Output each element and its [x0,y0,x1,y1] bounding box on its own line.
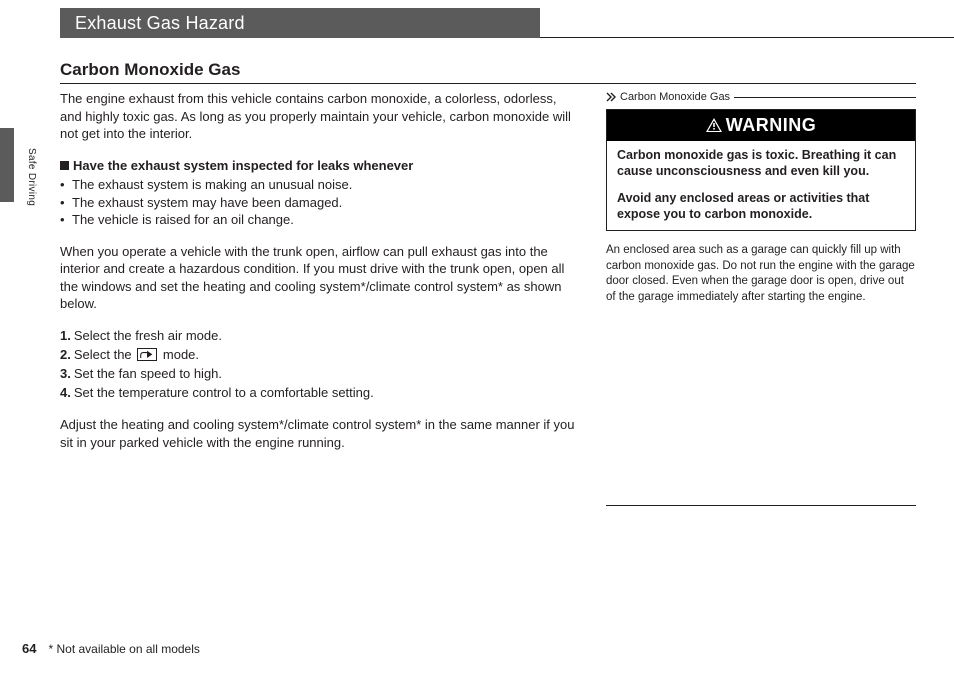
intro-paragraph: The engine exhaust from this vehicle con… [60,90,578,143]
vent-mode-icon [137,348,157,361]
reference-icon [606,92,616,102]
inspect-bullet-list: The exhaust system is making an unusual … [60,176,578,229]
list-item: The vehicle is raised for an oil change. [60,211,578,229]
chapter-banner: Exhaust Gas Hazard [60,8,540,38]
closing-paragraph: Adjust the heating and cooling system*/c… [60,416,578,451]
section-title: Carbon Monoxide Gas [60,60,916,84]
warning-title: WARNING [726,113,817,137]
list-item: The exhaust system is making an unusual … [60,176,578,194]
step-text: Select the [74,347,135,362]
banner-row: Exhaust Gas Hazard [0,8,954,42]
footnote: * Not available on all models [48,642,199,656]
content-area: Carbon Monoxide Gas The engine exhaust f… [60,60,916,674]
square-bullet-icon [60,161,69,170]
reference-header: Carbon Monoxide Gas [606,90,916,105]
banner-rule [540,37,954,38]
page-number: 64 [22,641,36,656]
side-section-label: Safe Driving [26,148,37,206]
procedure-steps: 1.Select the fresh air mode. 2.Select th… [60,327,578,402]
list-item: The exhaust system may have been damaged… [60,194,578,212]
side-tab [0,128,14,202]
warning-header: WARNING [607,110,915,141]
side-column: Carbon Monoxide Gas WARNING Carbon monox… [606,90,916,506]
subhead-text: Have the exhaust system inspected for le… [73,158,413,173]
step-item: 4.Set the temperature control to a comfo… [60,384,578,403]
step-text: Set the fan speed to high. [74,366,222,381]
side-note: An enclosed area such as a garage can qu… [606,243,916,305]
page: Exhaust Gas Hazard Safe Driving Carbon M… [0,0,954,674]
two-column-layout: The engine exhaust from this vehicle con… [60,90,916,506]
warning-text-1: Carbon monoxide gas is toxic. Breathing … [617,147,905,180]
inspect-subhead: Have the exhaust system inspected for le… [60,157,578,175]
step-text: Select the fresh air mode. [74,328,222,343]
reference-label: Carbon Monoxide Gas [620,90,730,105]
step-text: mode. [159,347,199,362]
warning-text-2: Avoid any enclosed areas or activities t… [617,190,905,223]
warning-triangle-icon [706,118,722,132]
step-text: Set the temperature control to a comfort… [74,385,374,400]
trunk-paragraph: When you operate a vehicle with the trun… [60,243,578,313]
main-column: The engine exhaust from this vehicle con… [60,90,578,506]
step-item: 1.Select the fresh air mode. [60,327,578,346]
step-item: 2.Select the mode. [60,346,578,365]
reference-rule [734,97,916,98]
warning-body: Carbon monoxide gas is toxic. Breathing … [607,141,915,230]
warning-callout: WARNING Carbon monoxide gas is toxic. Br… [606,109,916,231]
page-footer: 64 * Not available on all models [22,641,200,656]
side-bottom-rule [606,505,916,506]
step-item: 3.Set the fan speed to high. [60,365,578,384]
